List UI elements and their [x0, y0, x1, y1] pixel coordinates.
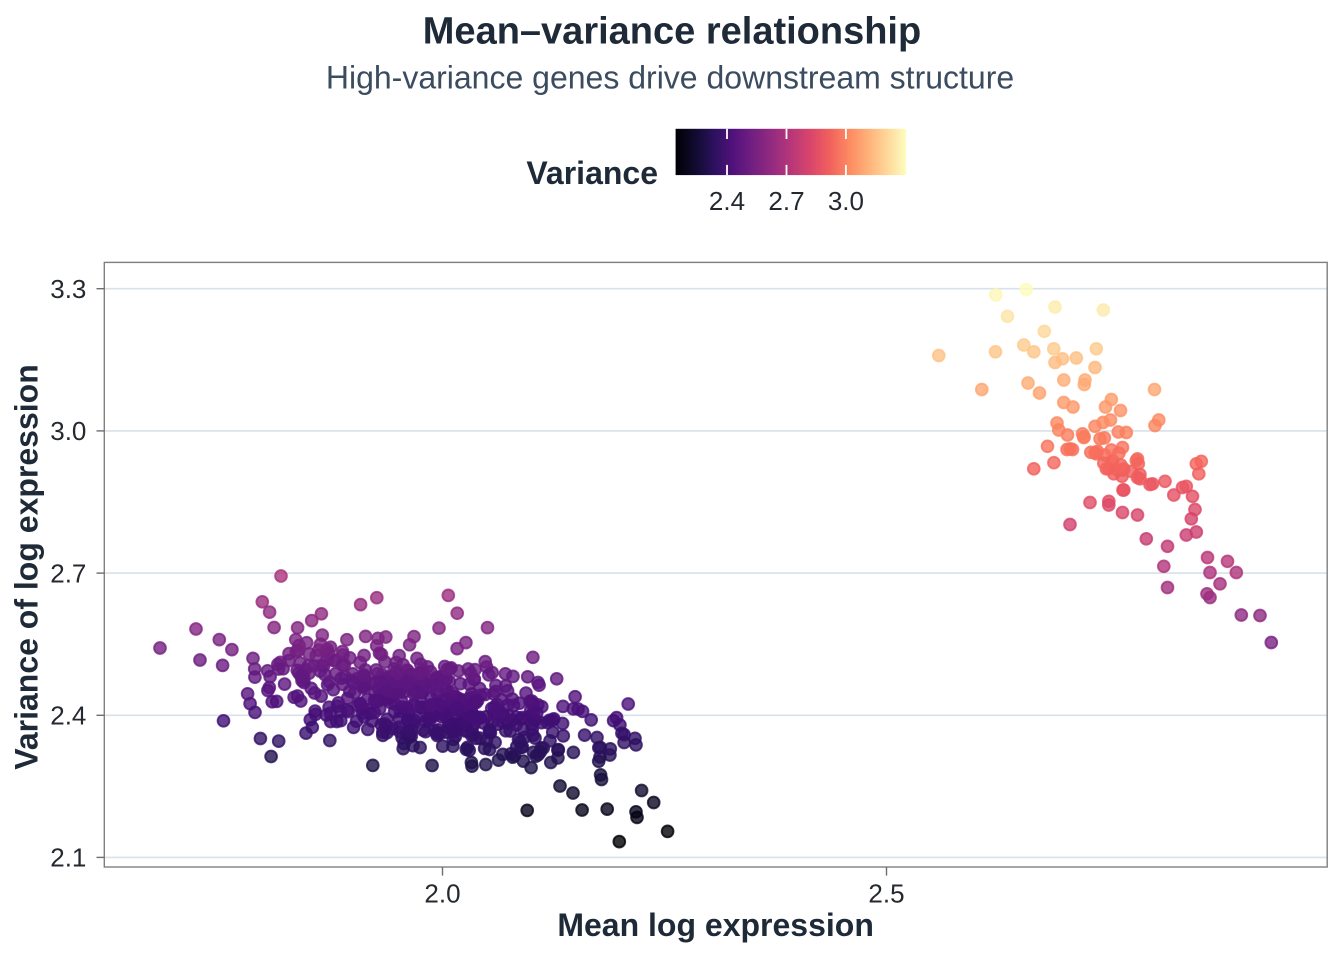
svg-text:2.4: 2.4	[50, 701, 86, 731]
svg-text:3.0: 3.0	[50, 416, 86, 446]
svg-text:3.0: 3.0	[828, 186, 864, 216]
svg-text:Mean–variance relationship: Mean–variance relationship	[423, 10, 921, 52]
svg-text:Mean log expression: Mean log expression	[557, 907, 874, 943]
svg-text:2.7: 2.7	[768, 186, 804, 216]
svg-text:2.1: 2.1	[50, 843, 86, 873]
svg-text:2.4: 2.4	[709, 186, 745, 216]
svg-text:Variance of log expression: Variance of log expression	[9, 364, 45, 769]
svg-text:2.5: 2.5	[868, 878, 904, 908]
svg-text:2.0: 2.0	[424, 878, 460, 908]
svg-text:3.3: 3.3	[50, 274, 86, 304]
svg-text:2.7: 2.7	[50, 558, 86, 588]
svg-text:High-variance genes drive down: High-variance genes drive downstream str…	[326, 60, 1014, 96]
svg-text:Variance: Variance	[526, 155, 658, 191]
